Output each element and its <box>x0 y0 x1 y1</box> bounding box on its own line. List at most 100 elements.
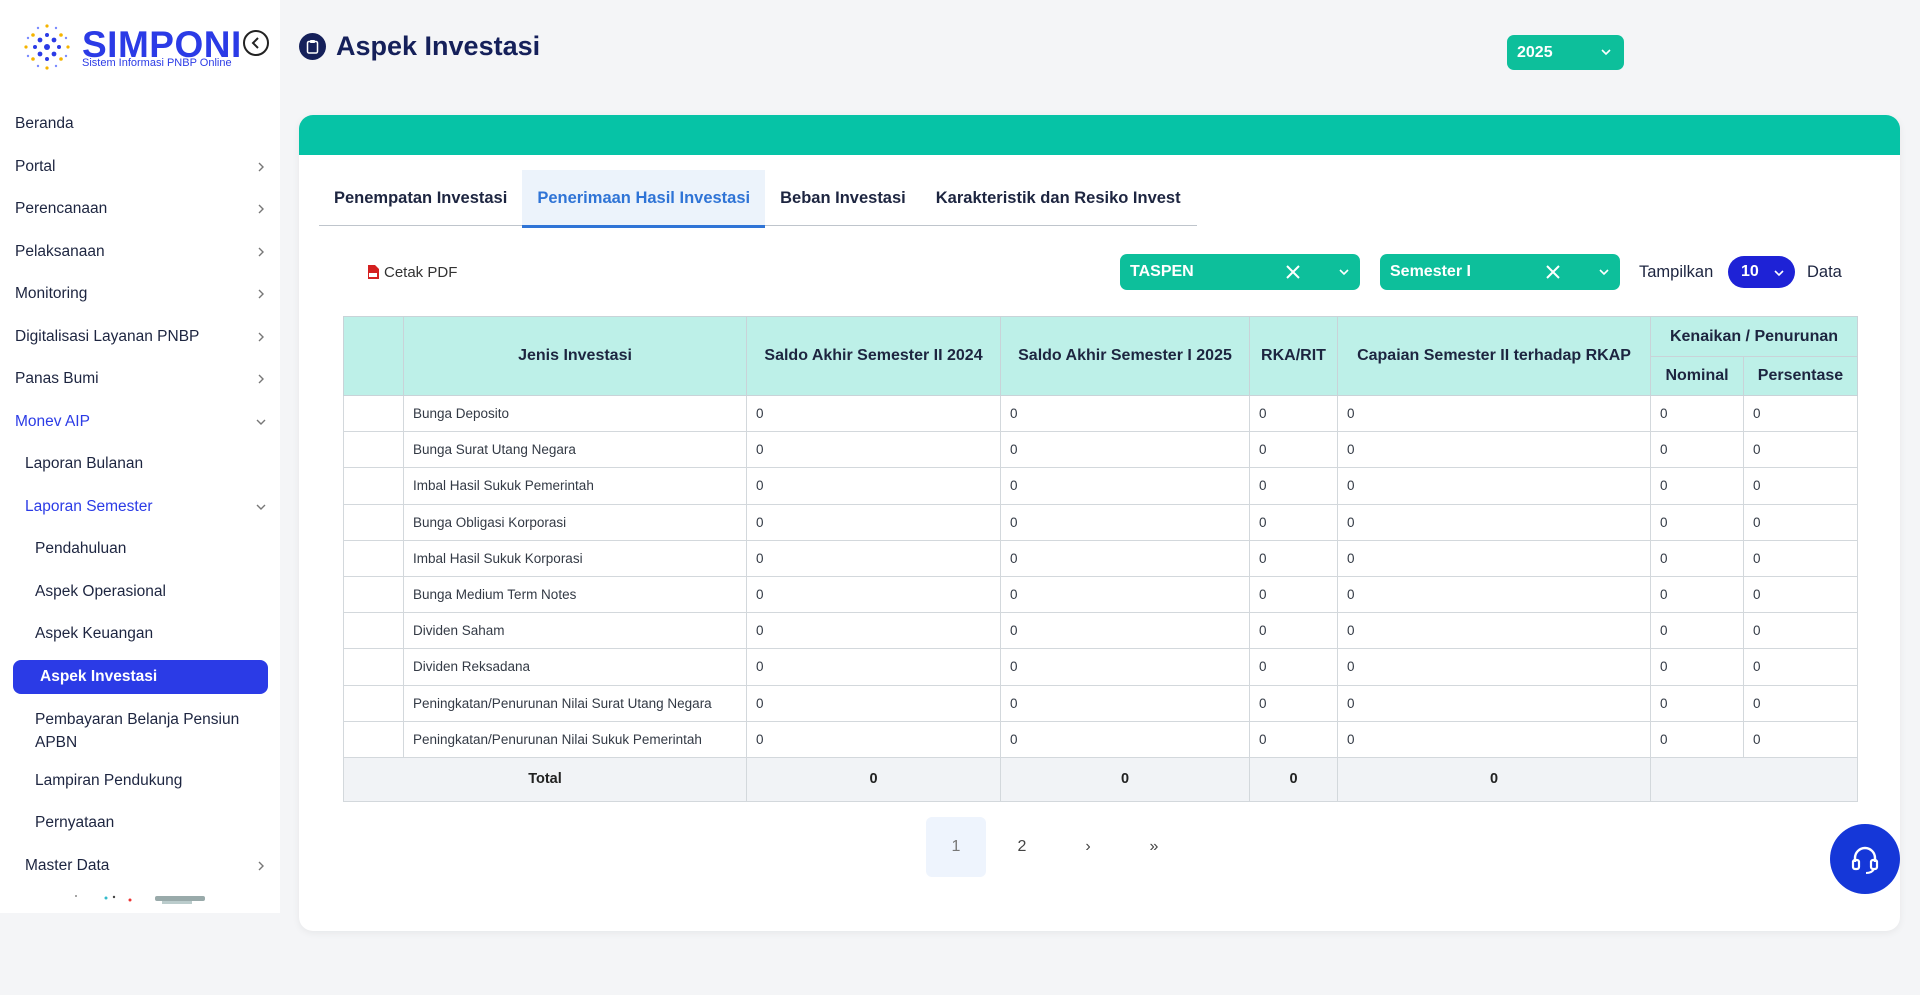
tab-penempatan-investasi[interactable]: Penempatan Investasi <box>334 188 508 207</box>
table-row: Imbal Hasil Sukuk Korporasi 0 0 0 0 0 0 <box>343 539 1858 577</box>
jenis-investasi-cell: Dividen Saham <box>403 612 747 650</box>
saldo-curr-cell: 0 <box>1000 503 1250 541</box>
sidebar-item-aspek-operasional[interactable]: Aspek Operasional <box>0 571 280 614</box>
tab-karakteristik-resiko[interactable]: Karakteristik dan Resiko Invest <box>935 188 1181 207</box>
entity-select[interactable]: TASPEN <box>1120 254 1360 290</box>
saldo-prev-cell: 0 <box>746 684 1001 722</box>
clipboard-icon <box>299 32 326 60</box>
sidebar-item-panas-bumi[interactable]: Panas Bumi <box>0 358 280 401</box>
rka-cell: 0 <box>1249 612 1338 650</box>
total-capaian: 0 <box>1337 756 1651 802</box>
page-2-button[interactable]: 2 <box>1017 838 1027 855</box>
app-name: SIMPONI <box>82 24 242 65</box>
header-capaian: Capaian Semester II terhadap RKAP <box>1337 316 1651 396</box>
sidebar-item-label: Monitoring <box>15 285 88 303</box>
sidebar-item-beranda[interactable]: Beranda <box>0 103 280 146</box>
close-icon[interactable] <box>1284 263 1302 281</box>
active-indicator <box>13 659 268 694</box>
sidebar-item-digitalisasi[interactable]: Digitalisasi Layanan PNBP <box>0 316 280 359</box>
persentase-cell: 0 <box>1743 503 1858 541</box>
rka-cell: 0 <box>1249 467 1338 505</box>
jenis-investasi-cell: Bunga Medium Term Notes <box>403 575 747 614</box>
table-row: Dividen Reksadana 0 0 0 0 0 0 <box>343 648 1858 686</box>
chevron-right-icon <box>258 332 264 341</box>
page-1-button[interactable]: 1 <box>926 817 986 877</box>
page-title: Aspek Investasi <box>336 30 541 61</box>
persentase-cell: 0 <box>1743 539 1858 577</box>
chevron-right-icon <box>258 289 264 299</box>
sidebar-item-laporan-bulanan[interactable]: Laporan Bulanan <box>0 443 280 486</box>
saldo-prev-cell: 0 <box>746 648 1001 686</box>
close-icon[interactable] <box>1544 263 1562 281</box>
semester-value: Semester I <box>1390 263 1471 280</box>
semester-select[interactable]: Semester I <box>1380 254 1620 290</box>
sidebar-item-perencanaan[interactable]: Perencanaan <box>0 188 280 231</box>
table-row: Dividen Saham 0 0 0 0 0 0 <box>343 612 1858 650</box>
sidebar-item-aspek-investasi[interactable]: Aspek Investasi <box>0 659 280 694</box>
saldo-prev-cell: 0 <box>746 394 1001 433</box>
tab-beban-investasi[interactable]: Beban Investasi <box>780 188 906 207</box>
row-index-cell <box>343 503 404 541</box>
chevron-down-icon <box>256 504 266 510</box>
sidebar-item-label: Laporan Bulanan <box>25 455 144 473</box>
jenis-investasi-cell: Peningkatan/Penurunan Nilai Surat Utang … <box>403 684 747 722</box>
header-jenis-investasi: Jenis Investasi <box>403 316 747 396</box>
row-index-cell <box>343 648 404 686</box>
table-row: Peningkatan/Penurunan Nilai Surat Utang … <box>343 684 1858 722</box>
capaian-cell: 0 <box>1337 648 1651 686</box>
footer-decoration <box>75 895 205 904</box>
sidebar-item-pembayaran-belanja-pensiun[interactable]: Pembayaran Belanja Pensiun APBN <box>0 698 280 760</box>
sidebar-item-label: Beranda <box>15 115 74 133</box>
logo-dots-icon <box>24 24 70 70</box>
tab-penerimaan-hasil-investasi[interactable]: Penerimaan Hasil Investasi <box>522 170 766 228</box>
page-last-button[interactable]: » <box>1149 838 1159 855</box>
sidebar-item-monev-aip[interactable]: Monev AIP <box>0 401 280 444</box>
sidebar-item-label: Pernyataan <box>35 814 115 832</box>
sidebar-item-pendahuluan[interactable]: Pendahuluan <box>0 528 280 571</box>
chevron-down-icon <box>1774 270 1784 277</box>
sidebar-item-aspek-keuangan[interactable]: Aspek Keuangan <box>0 613 280 656</box>
sidebar: SIMPONI Sistem Informasi PNBP Online Ber… <box>0 0 280 913</box>
row-index-cell <box>343 467 404 505</box>
sidebar-item-label: Portal <box>15 157 56 175</box>
persentase-cell: 0 <box>1743 467 1858 505</box>
sidebar-item-portal[interactable]: Portal <box>0 146 280 189</box>
capaian-cell: 0 <box>1337 612 1651 650</box>
chevron-left-icon <box>251 37 259 49</box>
total-saldo-prev: 0 <box>746 756 1001 802</box>
sidebar-item-pelaksanaan[interactable]: Pelaksanaan <box>0 231 280 274</box>
sidebar-item-label: Master Data <box>25 856 110 874</box>
header-index <box>343 316 404 396</box>
sidebar-item-monitoring[interactable]: Monitoring <box>0 273 280 316</box>
sidebar-item-pernyataan[interactable]: Pernyataan <box>0 802 280 845</box>
page-next-button[interactable]: › <box>1085 838 1091 855</box>
table-row: Bunga Medium Term Notes 0 0 0 0 0 0 <box>343 575 1858 614</box>
sidebar-item-label: Monev AIP <box>15 412 90 430</box>
app-subtitle: Sistem Informasi PNBP Online <box>82 57 232 69</box>
page-header: Aspek Investasi <box>299 30 540 62</box>
help-button[interactable] <box>1830 824 1900 894</box>
jenis-investasi-cell: Bunga Obligasi Korporasi <box>403 503 747 541</box>
capaian-cell: 0 <box>1337 431 1651 469</box>
page-prev-button[interactable]: ‹ <box>926 920 986 931</box>
sidebar-item-laporan-semester[interactable]: Laporan Semester <box>0 486 280 529</box>
chevron-down-icon <box>1599 269 1609 276</box>
capaian-cell: 0 <box>1337 720 1651 758</box>
saldo-curr-cell: 0 <box>1000 648 1250 686</box>
pdf-file-icon <box>368 265 379 279</box>
sidebar-collapse-button[interactable] <box>243 30 269 56</box>
chevron-down-icon <box>1601 49 1611 56</box>
sidebar-item-master-data[interactable]: Master Data <box>0 845 280 888</box>
content-card: Penempatan Investasi Penerimaan Hasil In… <box>299 115 1900 931</box>
page-size-select[interactable]: 10 <box>1728 256 1795 288</box>
entity-value: TASPEN <box>1130 263 1194 280</box>
sidebar-item-lampiran-pendukung[interactable]: Lampiran Pendukung <box>0 760 280 803</box>
year-select[interactable]: 2025 <box>1507 35 1624 70</box>
row-index-cell <box>343 539 404 577</box>
table-row: Bunga Obligasi Korporasi 0 0 0 0 0 0 <box>343 503 1858 541</box>
print-pdf-button[interactable]: Cetak PDF <box>367 262 457 282</box>
app-logo[interactable]: SIMPONI Sistem Informasi PNBP Online <box>18 18 241 80</box>
persentase-cell: 0 <box>1743 431 1858 469</box>
print-pdf-label: Cetak PDF <box>384 263 458 281</box>
saldo-prev-cell: 0 <box>746 575 1001 614</box>
